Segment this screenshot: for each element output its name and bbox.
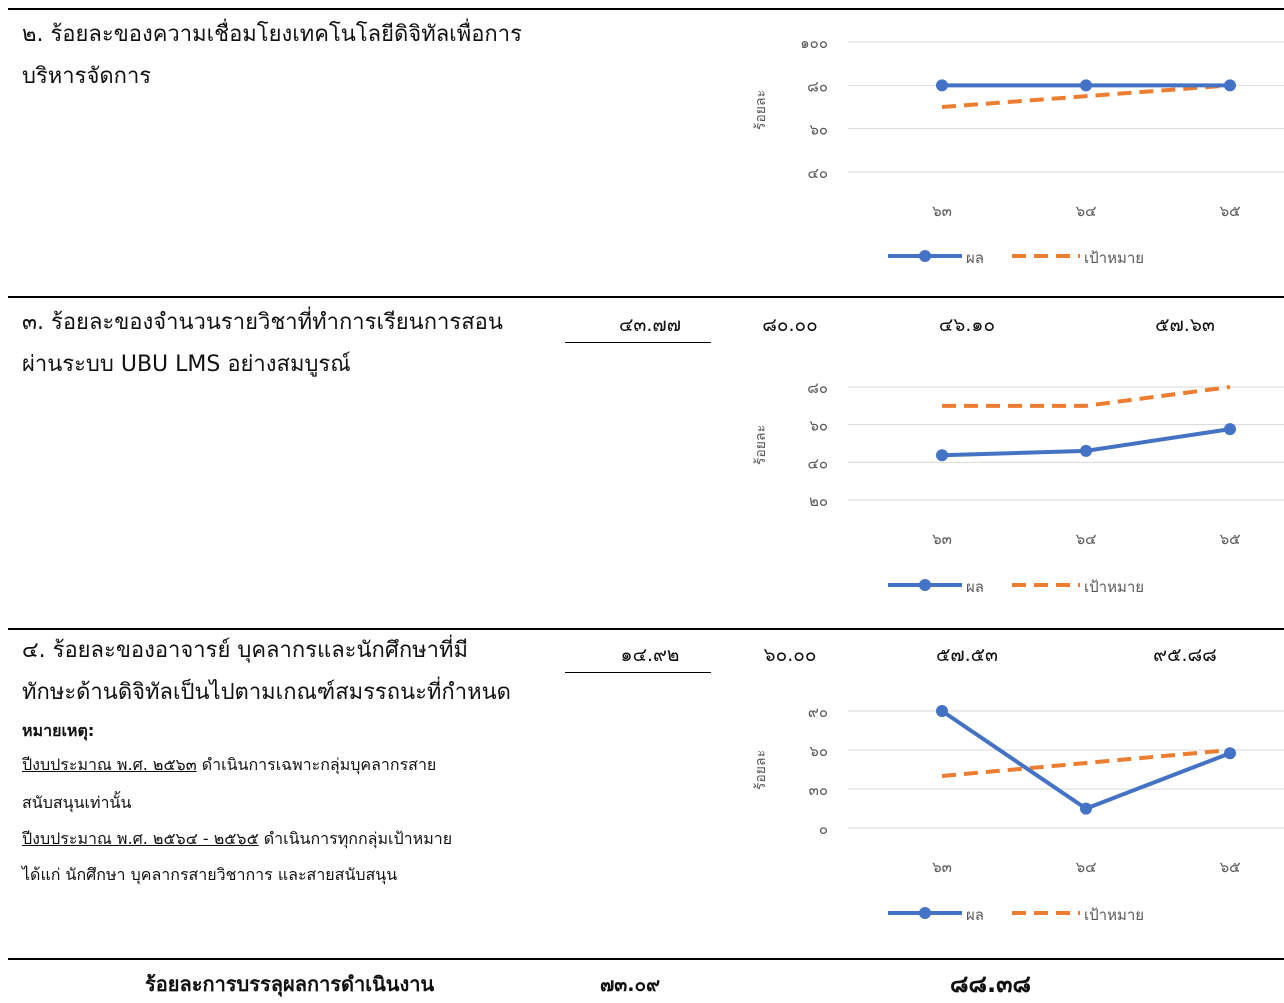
note-2-text: ดำเนินการทุกกลุ่มเป้าหมาย <box>258 829 453 848</box>
target-series-line <box>941 83 1231 109</box>
row-divider <box>8 8 1284 10</box>
indicator-4-result-64: ๕๗.๕๓ <box>935 644 999 666</box>
x-tick-label: ๖๓ <box>932 858 952 876</box>
note-1-text: ดำเนินการเฉพาะกลุ่มบุคลากรสาย <box>196 755 437 774</box>
legend-result-marker <box>919 250 931 262</box>
note-1-line2: สนับสนุนเท่านั้น <box>22 793 132 812</box>
legend-result-label: ผล <box>966 906 984 924</box>
target-series-line <box>941 748 1231 778</box>
legend-target-label: เป้าหมาย <box>1084 906 1144 924</box>
y-tick-label: ๔๐ <box>807 164 828 182</box>
y-axis-label: ร้อยละ <box>753 90 769 130</box>
indicator-4-title-line1: ๔. ร้อยละของอาจารย์ บุคลากรและนักศึกษาที… <box>22 638 468 663</box>
result-series-line <box>940 709 1231 811</box>
indicator-4-baseline: ๑๔.๙๒ <box>620 644 680 666</box>
indicator-2-title-line2: บริหารจัดการ <box>22 64 152 89</box>
y-tick-label: ๘๐ <box>807 77 828 95</box>
y-axis-label: ร้อยละ <box>753 750 769 790</box>
x-tick-label: ๖๓ <box>932 202 952 220</box>
indicator-3-baseline: ๔๓.๗๗ <box>619 314 681 336</box>
indicator-3-result-65: ๕๗.๖๓ <box>1155 314 1215 336</box>
result-data-point <box>936 705 948 717</box>
y-axis-label: ร้อยละ <box>753 425 769 465</box>
row-divider <box>8 628 1284 630</box>
result-data-point <box>1080 444 1092 457</box>
result-data-point <box>1224 79 1236 92</box>
legend-result-marker <box>919 907 931 919</box>
summary-value-1: ๗๓.๐๙ <box>600 974 661 996</box>
x-tick-label: ๖๕ <box>1220 858 1241 876</box>
indicator-3-title-line2: ผ่านระบบ UBU LMS อย่างสมบูรณ์ <box>22 352 351 377</box>
note-2-line2: ได้แก่ นักศึกษา บุคลากรสายวิชาการ และสาย… <box>22 865 398 884</box>
y-tick-label: ๔๐ <box>807 454 828 472</box>
note-2-year: ปีงบประมาณ พ.ศ. ๒๕๖๔ - ๒๕๖๕ <box>22 829 259 848</box>
indicator-3-title-line1: ๓. ร้อยละของจำนวนรายวิชาที่ทำการเรียนการ… <box>22 310 503 335</box>
x-tick-label: ๖๔ <box>1076 202 1097 220</box>
note-1-year: ปีงบประมาณ พ.ศ. ๒๕๖๓ <box>22 755 197 774</box>
indicator-3-target: ๘๐.๐๐ <box>762 314 818 336</box>
target-series-line <box>942 385 1231 408</box>
summary-value-2: ๘๘.๓๘ <box>950 970 1032 998</box>
row-divider <box>8 296 1284 298</box>
y-tick-label: ๖๐ <box>809 417 828 435</box>
y-tick-label: ๖๐ <box>809 742 828 760</box>
result-data-point <box>1224 423 1236 436</box>
baseline-underline <box>565 672 711 673</box>
indicator-4-title-line2: ทักษะด้านดิจิทัลเป็นไปตามเกณฑ์สมรรถนะที่… <box>22 680 511 705</box>
legend-target-label: เป้าหมาย <box>1084 578 1144 596</box>
y-tick-label: ๖๐ <box>809 121 828 139</box>
x-tick-label: ๖๕ <box>1220 530 1241 548</box>
result-data-point <box>1080 79 1092 92</box>
y-tick-label: ๙๐ <box>808 703 828 721</box>
legend-result-label: ผล <box>966 578 984 596</box>
note-label: หมายเหตุ: <box>22 721 95 740</box>
x-tick-label: ๖๕ <box>1220 202 1241 220</box>
indicator-2-title-line1: ๒. ร้อยละของความเชื่อมโยงเทคโนโลยีดิจิทั… <box>22 22 522 47</box>
note-1-line1: ปีงบประมาณ พ.ศ. ๒๕๖๓ ดำเนินการเฉพาะกลุ่ม… <box>22 748 436 782</box>
result-data-point <box>1224 747 1236 760</box>
legend-target-label: เป้าหมาย <box>1084 249 1144 267</box>
indicator-4-target: ๖๐.๐๐ <box>763 644 817 666</box>
indicator-4-result-65: ๙๕.๘๘ <box>1153 644 1217 666</box>
x-tick-label: ๖๓ <box>932 530 952 548</box>
note-2-line1: ปีงบประมาณ พ.ศ. ๒๕๖๔ - ๒๕๖๕ ดำเนินการทุก… <box>22 822 452 856</box>
result-data-point <box>936 79 948 92</box>
baseline-underline <box>565 342 711 343</box>
indicator-3-result-64: ๔๖.๑๐ <box>938 314 996 336</box>
y-tick-label: ๑๐๐ <box>800 34 828 52</box>
summary-divider <box>8 958 1284 960</box>
result-data-point <box>1080 802 1092 815</box>
legend-result-label: ผล <box>966 249 984 267</box>
y-tick-label: ๘๐ <box>807 379 828 397</box>
summary-label: ร้อยละการบรรลุผลการดำเนินงาน <box>145 972 435 996</box>
legend-result-marker <box>919 579 931 591</box>
y-tick-label: ๓๐ <box>809 781 828 799</box>
y-tick-label: ๒๐ <box>809 492 828 510</box>
result-data-point <box>936 449 948 462</box>
x-tick-label: ๖๔ <box>1076 858 1097 876</box>
y-tick-label: ๐ <box>819 820 828 838</box>
x-tick-label: ๖๔ <box>1076 530 1097 548</box>
